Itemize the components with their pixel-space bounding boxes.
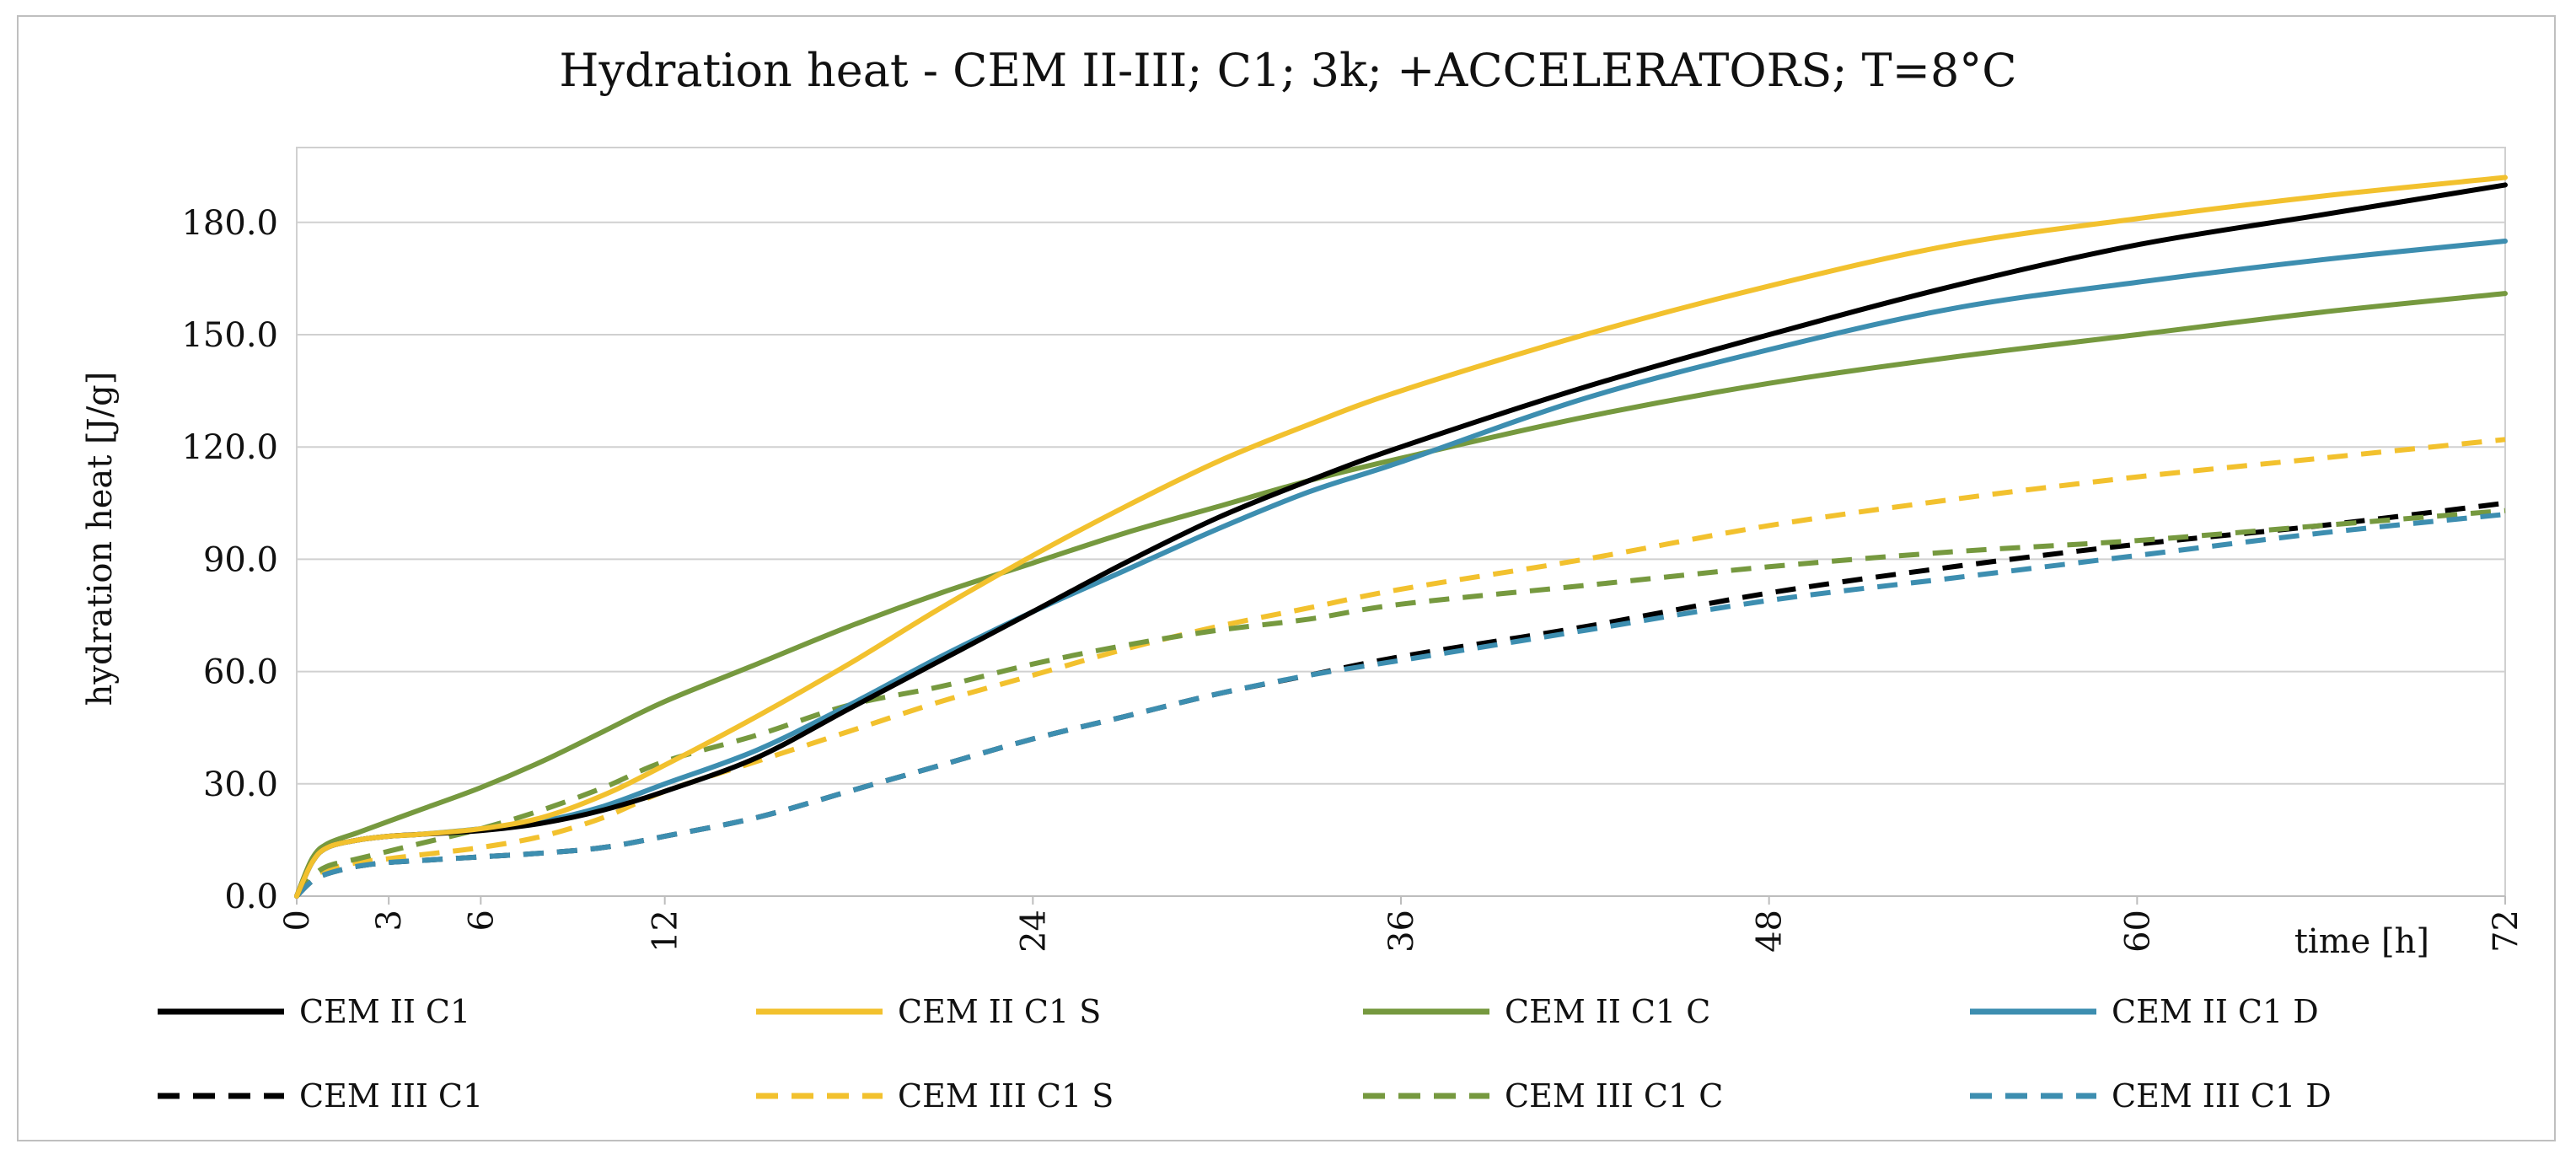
y-tick-label: 90.0 [203,540,278,579]
series-line-cem-iii-c1-d [294,512,2506,899]
y-tick-label: 30.0 [203,765,278,804]
legend-label: CEM III C1 S [898,1077,1114,1114]
y-tick-label: 60.0 [203,653,278,692]
legend-item: CEM III C1 [158,1077,483,1114]
y-tick-label: 180.0 [181,204,278,243]
legend-item: CEM II C1 S [756,993,1101,1030]
grid-lines [297,221,2505,785]
series-line-cem-ii-c1 [294,182,2508,899]
x-tick-label: 36 [1382,910,1421,953]
legend-label: CEM II C1 [299,993,470,1030]
x-tick-label: 24 [1014,910,1053,953]
x-tick-label: 48 [1751,910,1790,953]
series-line-cem-ii-c1-c [294,291,2508,899]
legend-label: CEM II C1 D [2112,993,2319,1030]
series-line-cem-ii-c1-s [294,175,2508,899]
y-tick-label: 0.0 [224,878,278,916]
x-tick-label: 12 [647,910,685,953]
legend-item: CEM II C1 D [1970,993,2319,1030]
x-axis-label: time [h] [2294,922,2429,961]
x-tick-label: 0 [278,910,317,931]
series-line-cem-ii-c1-d [294,239,2508,899]
y-axis-label: hydration heat [J/g] [81,372,120,706]
x-tick-label: 6 [462,910,501,931]
legend-label: CEM III C1 [299,1077,483,1114]
legend-item: CEM III C1 D [1970,1077,2332,1114]
y-tick-label: 120.0 [181,428,278,467]
chart-title: Hydration heat - CEM II-III; C1; 3k; +AC… [559,44,2016,97]
x-tick-label: 60 [2118,910,2157,953]
series-line-cem-iii-c1-c [294,508,2506,898]
legend-item: CEM III C1 C [1363,1077,1723,1114]
legend: CEM II C1 CEM II C1 S CEM II C1 C CEM II C1… [158,993,2332,1114]
y-axis-ticks: 0.0 30.0 60.0 90.0 120.0 150.0 180.0 [181,204,278,916]
x-axis-ticks: 0 3 6 12 24 36 48 60 72 [278,896,2525,953]
legend-label: CEM III C1 D [2112,1077,2332,1114]
x-tick-label: 72 [2487,910,2525,953]
legend-item: CEM II C1 C [1363,993,1710,1030]
hydration-heat-chart: Hydration heat - CEM II-III; C1; 3k; +AC… [81,44,2525,1114]
legend-item: CEM III C1 S [756,1077,1114,1114]
legend-label: CEM III C1 C [1505,1077,1723,1114]
legend-label: CEM II C1 C [1505,993,1710,1030]
chart-frame: Hydration heat - CEM II-III; C1; 3k; +AC… [17,15,2556,1141]
legend-item: CEM II C1 [158,993,470,1030]
series-line-cem-iii-c1-s [294,437,2506,898]
series-line-cem-iii-c1 [294,500,2506,899]
series-lines [294,175,2508,899]
x-tick-label: 3 [370,910,409,931]
legend-label: CEM II C1 S [898,993,1101,1030]
y-tick-label: 150.0 [181,316,278,355]
